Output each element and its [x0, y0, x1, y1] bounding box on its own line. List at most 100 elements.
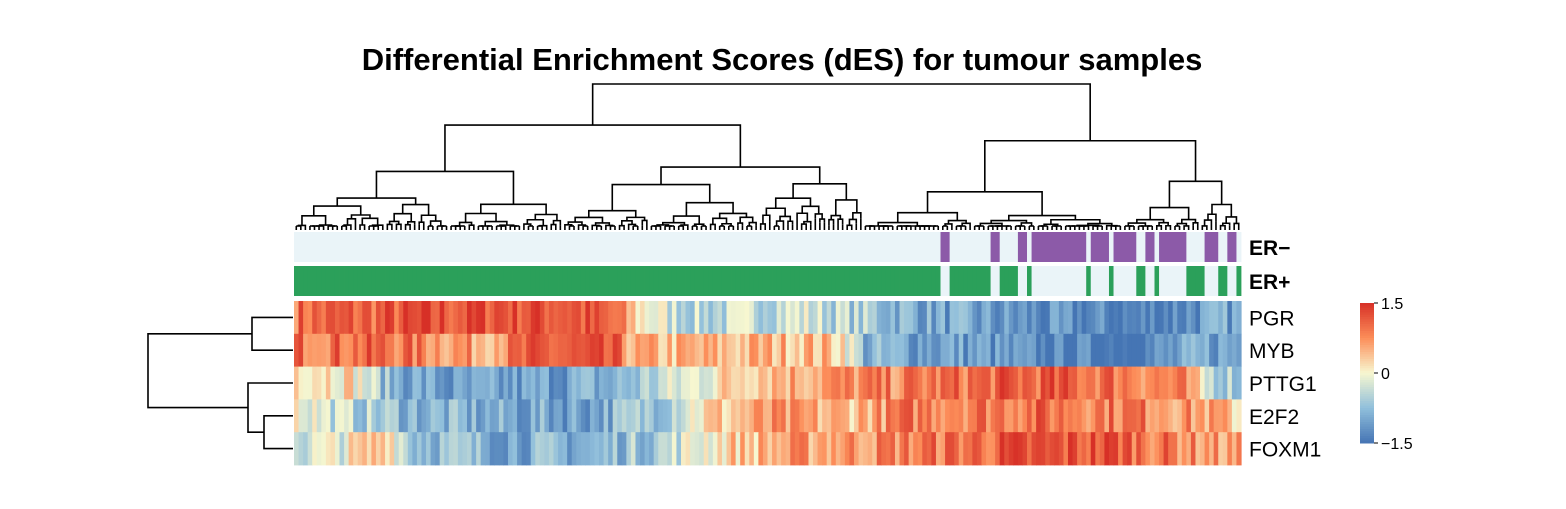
heatmap-cell — [935, 366, 942, 400]
heatmap-cell — [1095, 333, 1101, 367]
heatmap-cell — [922, 301, 928, 335]
legend-swatch — [1360, 317, 1374, 320]
heatmap-cell — [426, 333, 432, 367]
heatmap-cell — [908, 399, 914, 433]
legend-swatch — [1360, 347, 1374, 351]
column-dendro-branch — [393, 212, 413, 222]
er-positive-cell — [731, 266, 737, 296]
heatmap-cell — [357, 301, 363, 335]
er-positive-cell — [854, 266, 859, 296]
heatmap-cell — [776, 399, 782, 433]
legend-swatch — [1360, 375, 1374, 379]
heatmap-cell — [721, 301, 728, 335]
er-negative-cell — [521, 232, 527, 262]
er-positive-cell — [353, 266, 359, 296]
heatmap-cell — [981, 399, 987, 433]
er-negative-cell — [894, 232, 900, 262]
heatmap-cell — [1190, 301, 1197, 335]
heatmap-cell — [890, 366, 896, 400]
heatmap-cell — [1113, 366, 1119, 400]
er-negative-cell — [776, 232, 782, 262]
heatmap-cell — [1086, 366, 1092, 400]
heatmap-cell — [1140, 333, 1146, 367]
heatmap-cell — [1013, 333, 1019, 367]
heatmap-cell — [1127, 399, 1133, 433]
heatmap-cell — [375, 333, 382, 367]
heatmap-cell — [1104, 399, 1110, 433]
heatmap-cell — [890, 301, 896, 335]
heatmap-cell — [885, 301, 892, 335]
heatmap-cell — [444, 333, 450, 367]
heatmap-cell — [990, 366, 996, 400]
heatmap-cell — [530, 301, 536, 335]
heatmap-cell — [498, 366, 505, 400]
er-positive-cell — [831, 266, 837, 296]
er-positive-cell — [1022, 266, 1028, 296]
heatmap-cell — [917, 366, 923, 400]
heatmap-cell — [653, 432, 659, 466]
heatmap-cell — [1213, 432, 1219, 466]
heatmap-cell — [435, 301, 441, 335]
er-positive-cell — [539, 266, 545, 296]
heatmap-cell — [521, 366, 527, 400]
heatmap-cell — [1036, 333, 1042, 367]
heatmap-cell — [385, 366, 391, 400]
heatmap-cell — [1022, 301, 1028, 335]
heatmap-cell — [881, 366, 887, 400]
er-negative-cell — [457, 232, 463, 262]
er-positive-cell — [1204, 266, 1210, 296]
heatmap-cell — [813, 366, 819, 400]
heatmap-cell — [307, 333, 313, 367]
heatmap-cell — [1195, 432, 1201, 466]
heatmap-cell — [644, 333, 650, 367]
heatmap-cell — [876, 366, 882, 400]
heatmap-cell — [658, 333, 664, 367]
heatmap-cell — [904, 366, 910, 400]
heatmap-cell — [1195, 366, 1201, 400]
heatmap-cell — [681, 333, 687, 367]
heatmap-cell — [1058, 399, 1065, 433]
heatmap-cell — [385, 399, 391, 433]
heatmap-cell — [917, 301, 923, 335]
er-negative-cell — [986, 232, 991, 262]
er-positive-cell — [1218, 266, 1224, 296]
heatmap-cell — [617, 432, 623, 466]
er-positive-cell — [307, 266, 313, 296]
heatmap-cell — [1213, 366, 1219, 400]
er-positive-cell — [954, 266, 960, 296]
er-negative-cell — [949, 232, 955, 262]
legend-swatch — [1360, 424, 1374, 428]
heatmap-cell — [744, 301, 750, 335]
heatmap-cell — [512, 366, 518, 400]
er-negative-cell — [380, 232, 386, 262]
er-negative-cell — [749, 232, 755, 262]
heatmap-cell — [794, 301, 800, 335]
heatmap-body — [294, 301, 1242, 466]
heatmap-cell — [362, 333, 368, 367]
heatmap-cell — [1168, 366, 1174, 400]
heatmap-cell — [858, 366, 864, 400]
heatmap-cell — [316, 432, 322, 466]
heatmap-cell — [717, 366, 723, 400]
row-dendro-branch — [247, 382, 293, 434]
heatmap-cell — [380, 366, 386, 400]
heatmap-cell — [357, 432, 363, 466]
heatmap-cell — [644, 432, 650, 466]
heatmap-cell — [1172, 399, 1178, 433]
heatmap-cell — [344, 366, 350, 400]
heatmap-cell — [1022, 432, 1028, 466]
heatmap-cell — [416, 432, 423, 466]
heatmap-cell — [439, 399, 445, 433]
heatmap-cell — [1127, 301, 1133, 335]
heatmap-cell — [1086, 333, 1092, 367]
column-dendro-branch — [1149, 206, 1190, 220]
heatmap-cell — [307, 432, 313, 466]
er-positive-cell — [813, 266, 818, 296]
er-negative-cell — [844, 232, 850, 262]
er-positive-cell — [644, 266, 650, 296]
heatmap-cell — [1209, 366, 1215, 400]
er-negative-cell — [294, 232, 299, 262]
heatmap-cell — [389, 333, 395, 367]
heatmap-cell — [671, 399, 678, 433]
er-negative-cell — [325, 232, 331, 262]
